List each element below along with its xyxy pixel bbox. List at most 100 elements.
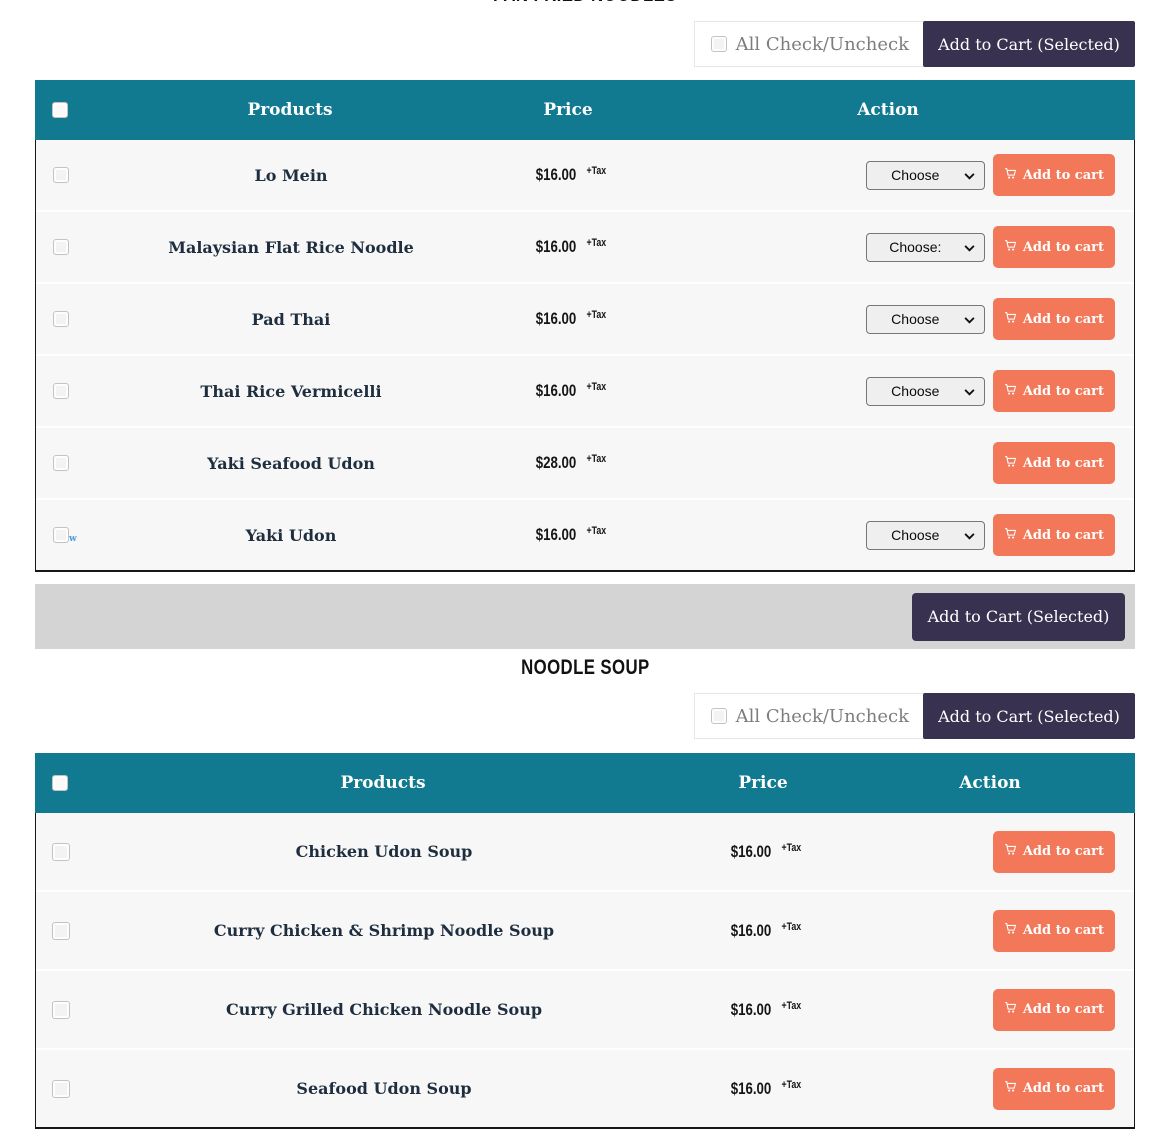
row-checkbox-cell (36, 383, 86, 399)
row-checkbox[interactable] (53, 383, 69, 399)
price-tax-note: +Tax (586, 309, 606, 321)
price-value: $16.00 (535, 237, 576, 256)
section-pan-fried-noodles: All Check/Uncheck Add to Cart (Selected)… (35, 21, 1135, 649)
row-checkbox[interactable] (53, 311, 69, 327)
row-checkbox-cell (36, 1079, 86, 1098)
header-checkbox[interactable] (52, 775, 68, 791)
row-checkbox-cell (36, 1000, 86, 1019)
add-to-cart-button[interactable]: Add to cart (992, 226, 1115, 268)
row-checkbox[interactable] (53, 239, 69, 255)
choose-select[interactable]: Choose (865, 520, 985, 550)
product-price: $16.00 +Tax (496, 165, 642, 185)
cart-icon (1004, 527, 1017, 544)
chevron-down-icon (964, 167, 975, 183)
add-to-cart-button[interactable]: Add to cart (992, 154, 1115, 196)
add-to-cart-label: Add to cart (1022, 1081, 1104, 1096)
price-tax-note: +Tax (586, 525, 606, 537)
add-to-cart-button[interactable]: Add to cart (992, 514, 1115, 556)
check-all-label: All Check/Uncheck (735, 33, 909, 55)
add-selected-button[interactable]: Add to Cart (Selected) (923, 21, 1135, 67)
choose-select-value: Choose (891, 167, 940, 183)
row-checkbox[interactable] (52, 842, 70, 861)
add-to-cart-label: Add to cart (1022, 167, 1104, 183)
row-checkbox[interactable] (52, 1079, 70, 1098)
price-tax-note: +Tax (781, 999, 801, 1012)
add-selected-button[interactable]: Add to Cart (Selected) (923, 693, 1135, 739)
product-price: $16.00 +Tax (682, 921, 846, 941)
choose-select[interactable]: Choose: (865, 232, 985, 262)
column-action: Action (857, 100, 919, 120)
product-name: Thai Rice Vermicelli (200, 381, 382, 401)
add-to-cart-button[interactable]: Add to cart (992, 298, 1115, 340)
cart-icon (1004, 383, 1017, 400)
cart-icon (1004, 1080, 1017, 1097)
column-products: Products (340, 773, 426, 793)
row-checkbox[interactable] (52, 1000, 70, 1019)
column-price: Price (738, 773, 788, 793)
choose-select[interactable]: Choose (865, 160, 985, 190)
price-value: $16.00 (535, 309, 576, 328)
add-to-cart-button[interactable]: Add to cart (992, 1067, 1115, 1110)
table-row: Pad Thai $16.00 +Tax Choose Add to cart (36, 284, 1134, 354)
section-noodle-soup: NOODLE SOUP All Check/Uncheck Add to Car… (35, 654, 1135, 1129)
table-row: Curry Grilled Chicken Noodle Soup $16.00… (36, 971, 1134, 1048)
price-tax-note: +Tax (586, 453, 606, 465)
product-name: Chicken Udon Soup (295, 842, 473, 861)
row-checkbox-cell (36, 167, 86, 183)
row-checkbox[interactable] (53, 455, 69, 471)
table-row: Yaki Udon $16.00 +Tax Choose Add to cart (36, 500, 1134, 570)
choose-select-value: Choose (891, 311, 940, 327)
cart-icon (1004, 1001, 1017, 1018)
price-value: $16.00 (535, 165, 576, 184)
check-all-checkbox[interactable] (710, 36, 727, 52)
add-to-cart-button[interactable]: Add to cart (992, 442, 1115, 484)
cart-icon (1004, 311, 1017, 328)
row-action-cell: Add to cart (846, 988, 1134, 1031)
row-checkbox[interactable] (52, 921, 70, 940)
row-checkbox[interactable] (53, 167, 69, 183)
row-action-cell: Choose Add to cart (642, 514, 1134, 556)
table-footer-band: Add to Cart (Selected) (35, 584, 1135, 649)
row-action-cell: Choose Add to cart (642, 154, 1134, 196)
add-to-cart-button[interactable]: Add to cart (992, 830, 1115, 873)
header-checkbox[interactable] (52, 102, 68, 118)
price-value: $16.00 (730, 1078, 771, 1098)
check-all-box: All Check/Uncheck (693, 693, 923, 739)
add-to-cart-button[interactable]: Add to cart (992, 988, 1115, 1031)
products-table: Products Price Action Lo Mein $16.00 +Ta… (35, 80, 1135, 572)
product-name: Pad Thai (251, 309, 331, 329)
header-checkbox-cell (35, 102, 85, 118)
check-all-checkbox[interactable] (710, 708, 727, 724)
table-row: Lo Mein $16.00 +Tax Choose Add to cart (36, 140, 1134, 210)
product-name: Lo Mein (254, 165, 328, 185)
row-action-cell: Add to cart (642, 442, 1134, 484)
bulk-controls: All Check/Uncheck Add to Cart (Selected) (35, 693, 1135, 739)
bulk-controls: All Check/Uncheck Add to Cart (Selected) (35, 21, 1135, 67)
row-checkbox[interactable] (53, 527, 69, 543)
choose-select[interactable]: Choose (865, 376, 985, 406)
price-value: $16.00 (730, 920, 771, 940)
choose-select[interactable]: Choose (865, 304, 985, 334)
add-to-cart-label: Add to cart (1022, 383, 1104, 399)
add-to-cart-button[interactable]: Add to cart (992, 370, 1115, 412)
column-products: Products (247, 100, 333, 120)
add-to-cart-label: Add to cart (1022, 1002, 1104, 1017)
cart-icon (1004, 843, 1017, 860)
product-price: $16.00 +Tax (496, 309, 642, 329)
column-action: Action (959, 773, 1021, 793)
add-to-cart-button[interactable]: Add to cart (992, 909, 1115, 952)
product-price: $16.00 +Tax (682, 1079, 846, 1099)
price-tax-note: +Tax (586, 237, 606, 249)
product-price: $16.00 +Tax (496, 381, 642, 401)
header-checkbox-cell (35, 775, 85, 791)
table-row: Curry Chicken & Shrimp Noodle Soup $16.0… (36, 892, 1134, 969)
add-selected-footer-button[interactable]: Add to Cart (Selected) (912, 592, 1125, 641)
stray-mark: w (69, 534, 77, 544)
table-row: Chicken Udon Soup $16.00 +Tax Add to car… (36, 813, 1134, 890)
cart-icon (1004, 239, 1017, 256)
product-price: $16.00 +Tax (496, 237, 642, 257)
products-table: Products Price Action Chicken Udon Soup … (35, 753, 1135, 1129)
row-action-cell: Choose Add to cart (642, 298, 1134, 340)
